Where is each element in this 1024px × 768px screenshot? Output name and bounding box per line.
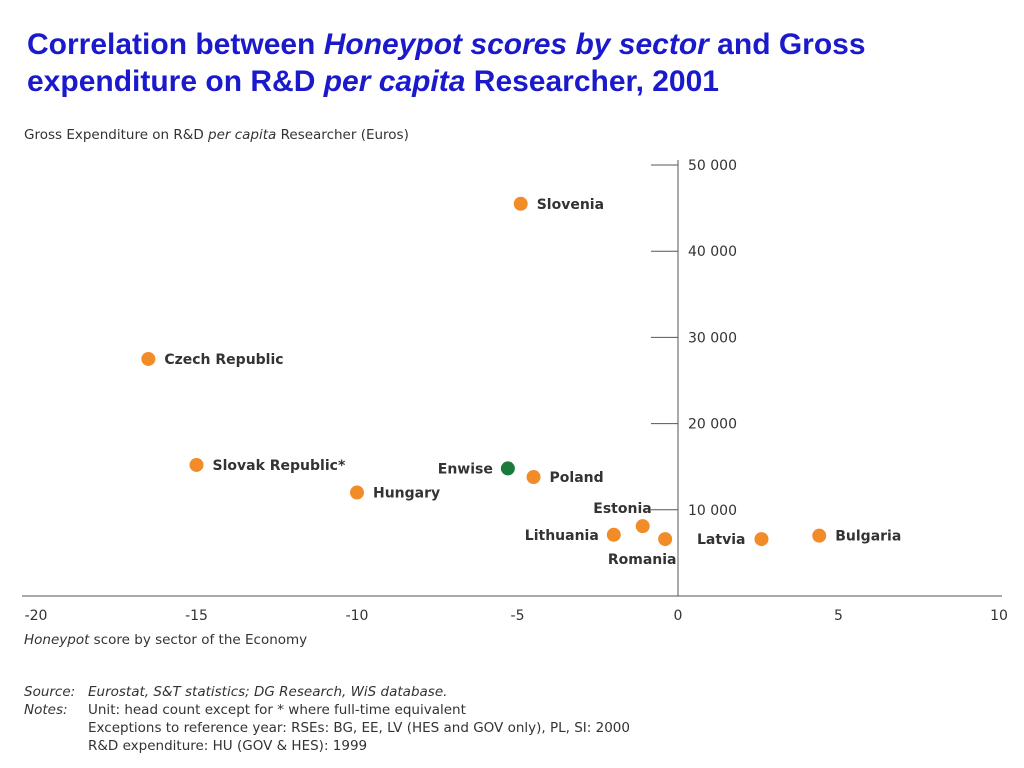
source-notes: Source: Eurostat, S&T statistics; DG Rese… [24, 683, 1014, 755]
x-tick-label: 10 [990, 608, 1008, 624]
data-point [606, 527, 621, 542]
y-tick-label: 20 000 [688, 417, 737, 433]
x-tick-label: -10 [346, 608, 369, 624]
note-line-3: R&D expenditure: HU (GOV & HES): 1999 [88, 738, 368, 754]
x-tick-label: -20 [25, 608, 48, 624]
y-axis-label: Gross Expenditure on R&D per capita Rese… [24, 127, 409, 143]
axes: -20 -15 -10 -5 0 5 10 10 000 20 000 30 000 40 000 5… [22, 158, 1008, 624]
data-point [141, 351, 156, 366]
title-part-3: and Gross expenditure on R&D [27, 28, 866, 98]
note-line-2: Exceptions to reference year: RSEs: BG, … [88, 720, 630, 736]
title-part-5: Researcher, 2001 [465, 65, 719, 98]
data-point [754, 532, 769, 547]
y-tick-label: 30 000 [688, 330, 737, 346]
y-tick-label: 50 000 [688, 158, 737, 174]
data-label: Romania [608, 552, 677, 568]
slide-title: Correlation between Honeypot scores by s… [27, 26, 1007, 100]
title-part-1: Correlation between [27, 28, 324, 61]
x-axis-label: Honeypot score by sector of the Economy [24, 632, 307, 648]
data-point [513, 196, 528, 211]
x-tick-label: 0 [674, 608, 683, 624]
data-label: Slovenia [537, 197, 604, 213]
data-label: Enwise [438, 461, 493, 477]
data-label: Lithuania [525, 528, 599, 544]
scatter-chart: Gross Expenditure on R&D per capita Rese… [22, 127, 1008, 648]
data-point [658, 532, 673, 547]
title-part-2: Honeypot scores by sector [323, 28, 709, 61]
source-text: Eurostat, S&T statistics; DG Research, W… [88, 684, 448, 700]
x-tick-label: -5 [511, 608, 525, 624]
x-tick-label: 5 [834, 608, 843, 624]
data-label: Poland [550, 470, 604, 486]
data-point [635, 519, 650, 534]
y-tick-label: 40 000 [688, 244, 737, 260]
title-part-4: per capita [323, 65, 466, 98]
data-label: Latvia [697, 532, 745, 548]
data-point [350, 485, 364, 500]
data-label: Hungary [373, 486, 440, 502]
data-label: Slovak Republic* [213, 458, 346, 474]
data-point [189, 457, 204, 472]
x-tick-label: -15 [185, 608, 208, 624]
data-point [500, 461, 515, 476]
data-label: Czech Republic [164, 352, 283, 368]
data-points: Slovenia Czech Republic Slovak Republic* Hu… [141, 196, 901, 568]
notes-label: Notes: [24, 702, 68, 718]
y-tick-label: 10 000 [688, 503, 737, 519]
data-label: Estonia [593, 501, 651, 517]
source-label: Source: [24, 684, 76, 700]
data-point [812, 528, 827, 543]
data-point [526, 470, 541, 485]
note-line-1: Unit: head count except for * where full… [88, 702, 466, 718]
data-label: Bulgaria [835, 529, 901, 545]
